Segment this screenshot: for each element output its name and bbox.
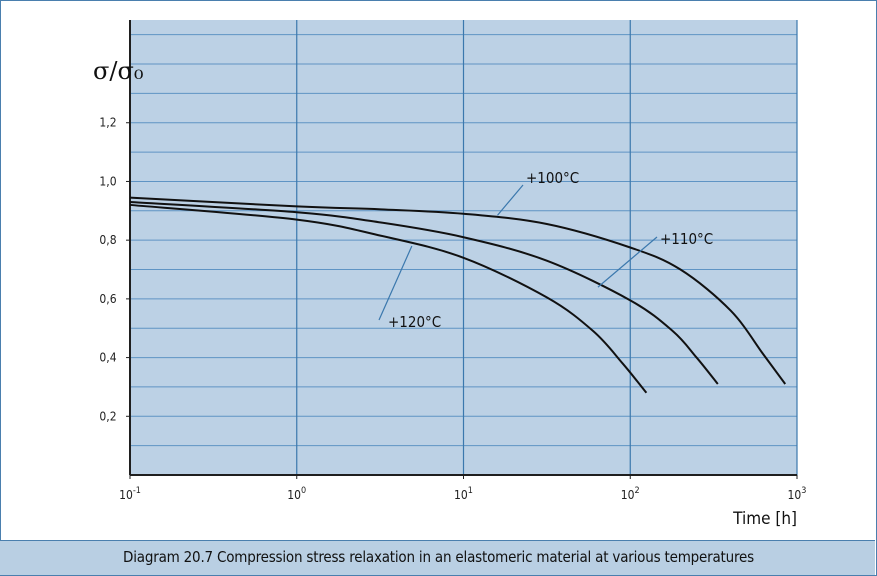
series-120c-label: +120°C xyxy=(388,313,441,331)
x-tick-label: 100 xyxy=(287,486,306,502)
series-100c-label: +100°C xyxy=(526,169,579,187)
y-tick-label: 1,0 xyxy=(99,174,116,188)
x-tick-label: 102 xyxy=(621,486,640,502)
y-axis-label: σ/σ₀ xyxy=(93,57,143,85)
leader-line xyxy=(497,184,524,216)
series-100c-line xyxy=(129,196,787,385)
leader-line xyxy=(597,236,658,288)
series-110c-line xyxy=(129,201,719,385)
y-tick-label: 0,8 xyxy=(99,233,116,247)
y-tick-label: 0,4 xyxy=(99,351,116,365)
y-tick-label: 1,2 xyxy=(99,116,116,130)
series-120c-line xyxy=(129,203,648,394)
series-110c-label: +110°C xyxy=(660,230,713,248)
x-tick-label: 103 xyxy=(788,486,807,502)
leader-line xyxy=(378,245,413,321)
x-tick-label: 101 xyxy=(454,486,473,502)
x-tick-label: 10-1 xyxy=(119,486,141,502)
figure-caption: Diagram 20.7 Compression stress relaxati… xyxy=(123,548,754,566)
caption-bar xyxy=(0,540,875,575)
x-axis-label: Time [h] xyxy=(732,509,797,529)
y-tick-label: 0,2 xyxy=(99,409,116,423)
y-tick-label: 0,6 xyxy=(99,292,116,306)
